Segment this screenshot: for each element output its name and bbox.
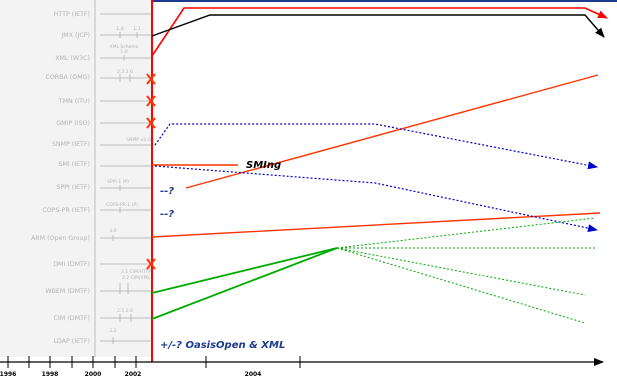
label-xml: XML (W3C) <box>55 55 90 62</box>
annotation-cops-question: --? <box>160 209 174 220</box>
label-tmn: TMN (ITU) <box>58 98 90 105</box>
version-wbem-1: 2.1 CIM/HTTP <box>121 269 151 275</box>
label-jmx: JMX (JCP) <box>60 32 90 39</box>
annotation-sppi-question: --? <box>160 186 174 197</box>
standard-labels: HTTP (IETF) JMX (JCP) XML (W3C) CORBA (O… <box>31 11 90 345</box>
annotation-sming: SMIng <box>246 160 281 171</box>
version-cops: COPS-PR-1 (P) <box>106 202 138 208</box>
past-panel <box>0 0 152 357</box>
trend-sming-rise <box>185 74 599 189</box>
trend-wbem <box>151 247 338 294</box>
annotation-oasis: +/-? OasisOpen & XML <box>160 340 285 351</box>
year-1998: 1998 <box>42 371 59 378</box>
version-wbem-2: 2.2 CIM/XML <box>122 275 150 281</box>
version-ldap: 2.2 <box>109 328 116 334</box>
year-labels: 1996 1998 2000 2002 2004 <box>0 371 261 378</box>
trend-smi <box>154 165 598 233</box>
trend-green-down-2 <box>336 247 586 324</box>
label-sppi: SPPI (IETF) <box>56 184 90 191</box>
x-marker-gmip <box>146 117 156 129</box>
x-marker-tmn <box>146 95 156 107</box>
label-dmi: DMI (DMTF) <box>53 261 90 268</box>
label-smi: SMI (IETF) <box>58 161 90 168</box>
trend-arm <box>151 212 601 238</box>
year-2004: 2004 <box>245 371 262 378</box>
label-snmp: SNMP (IETF) <box>52 141 90 148</box>
label-cim: CIM (DMTF) <box>54 315 90 322</box>
label-http: HTTP (IETF) <box>54 11 90 18</box>
history-lines <box>100 13 152 344</box>
version-arm: 3.0 <box>109 228 116 234</box>
version-xml-1: XML Schema <box>110 44 139 50</box>
label-cops: COPS-PR (IETF) <box>42 207 90 214</box>
year-2002: 2002 <box>125 371 142 378</box>
version-xml-2: 1.0 <box>120 49 127 55</box>
x-marker-corba <box>146 73 156 85</box>
label-gmip: GMIP (ISO) <box>56 120 90 127</box>
label-wbem: WBEM (DMTF) <box>45 288 90 295</box>
version-sppi: SPPI-1 (P) <box>107 179 129 185</box>
x-marker-dmi <box>146 258 156 270</box>
version-cim: 2.5 2.6 <box>117 308 133 314</box>
trend-snmp <box>154 123 598 170</box>
trend-jmx <box>151 14 605 38</box>
axis-ticks <box>7 356 301 368</box>
year-2000: 2000 <box>85 371 102 378</box>
trend-http <box>151 7 608 57</box>
version-labels: 1.0 1.1 XML Schema 1.0 2.3 2.6 SNMP v3 (… <box>106 26 154 334</box>
label-arm: ARM (Open Group) <box>31 235 90 242</box>
version-corba: 2.3 2.6 <box>117 69 133 75</box>
version-jmx-1-1: 1.1 <box>133 26 140 32</box>
version-jmx-1-0: 1.0 <box>116 26 123 32</box>
label-ldap: LDAP (IETF) <box>53 338 90 345</box>
trend-green-up-1 <box>336 217 596 249</box>
year-1996: 1996 <box>0 371 16 378</box>
label-corba: CORBA (OMG) <box>45 74 90 81</box>
version-snmp: SNMP v3 (S) <box>126 137 154 143</box>
trend-cim <box>151 247 338 320</box>
discontinued-markers <box>146 73 156 270</box>
